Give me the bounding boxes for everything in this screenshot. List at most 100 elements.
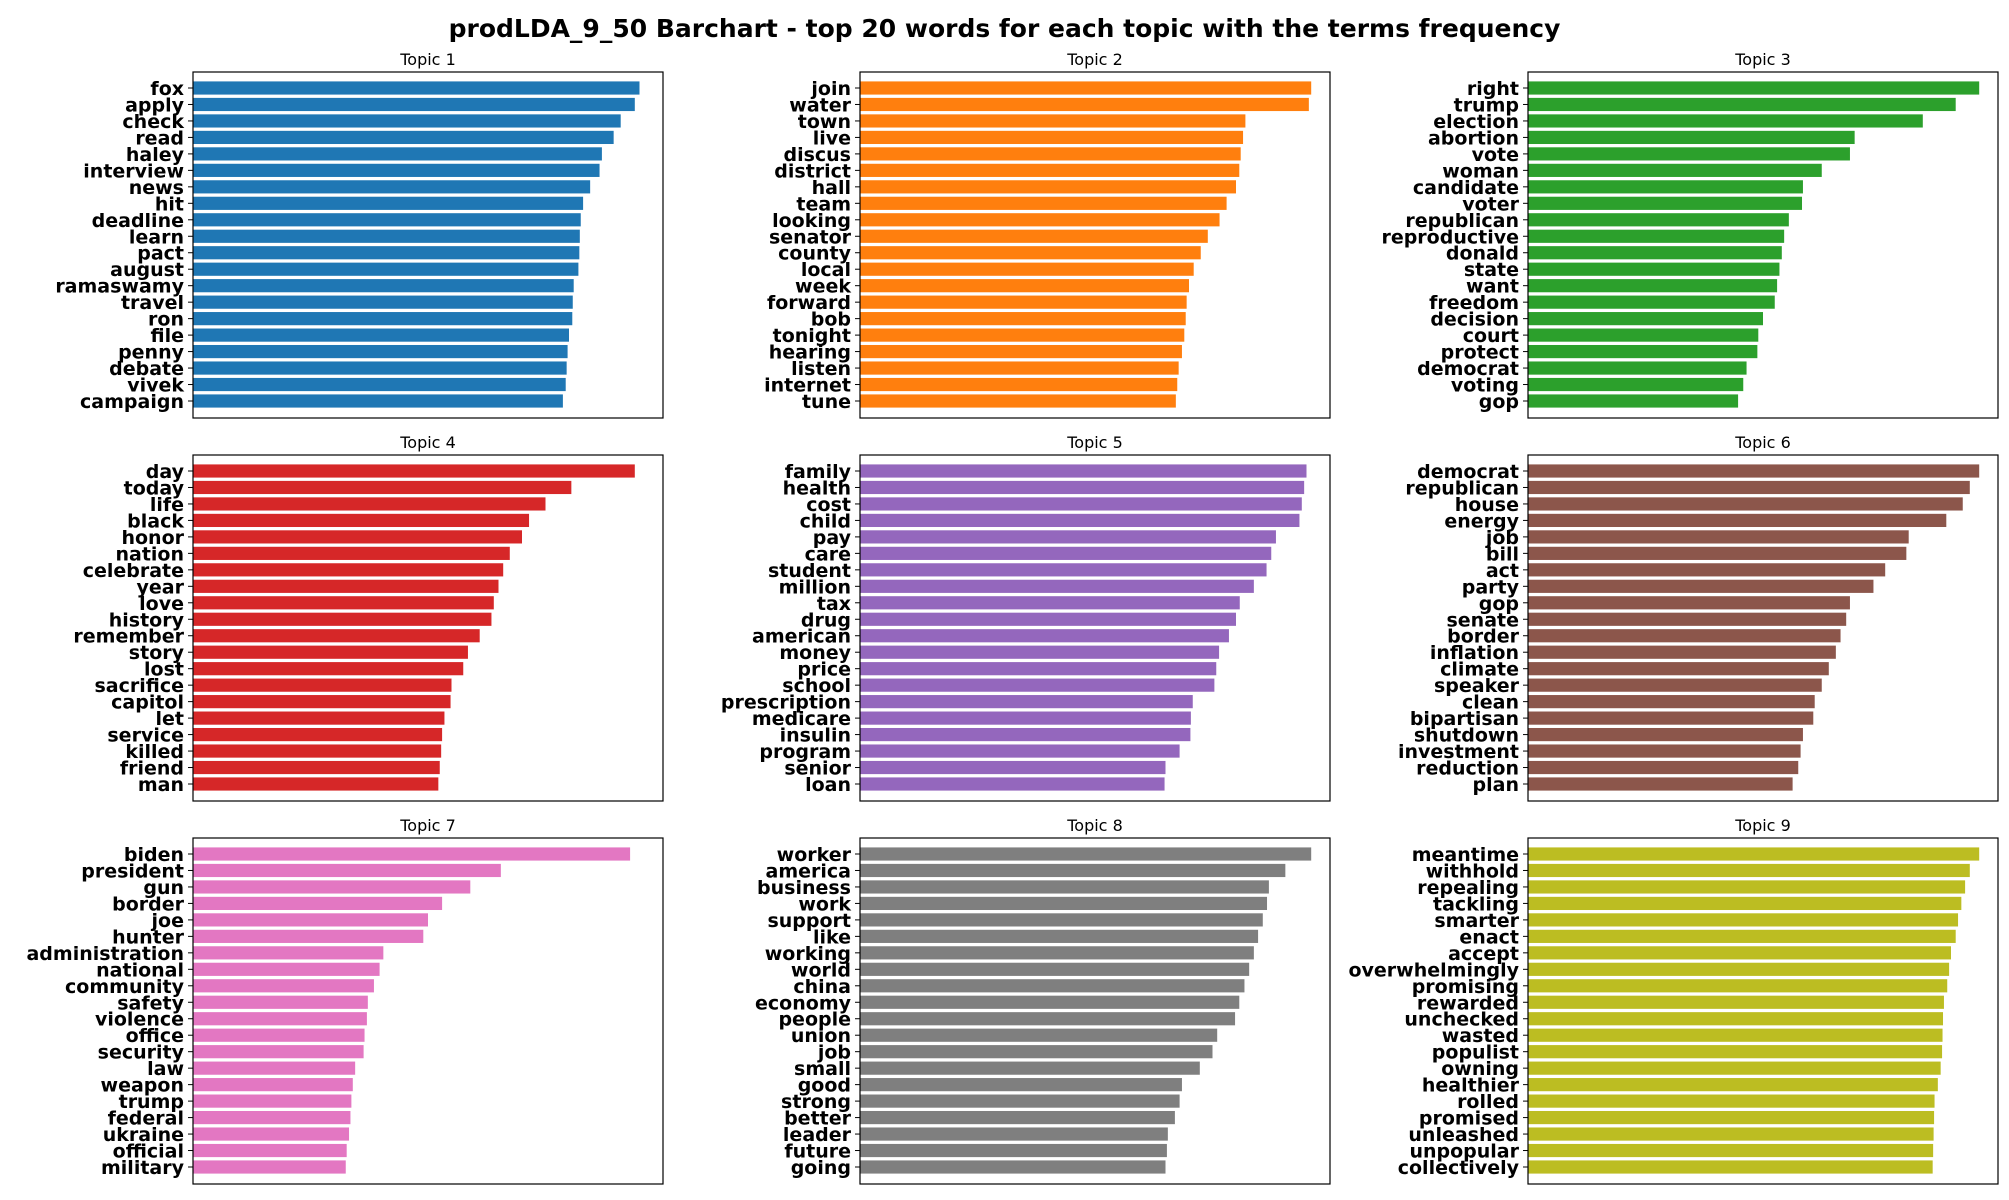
tick-label: day xyxy=(146,461,185,483)
tick-label: like xyxy=(813,926,851,948)
bar xyxy=(1528,579,1874,593)
tick-label: healthier xyxy=(1422,1075,1520,1097)
bar xyxy=(1528,678,1822,692)
tick-label: rolled xyxy=(1457,1091,1519,1113)
bar xyxy=(1528,760,1799,775)
tick-label: news xyxy=(129,177,184,199)
tick-label: speaker xyxy=(1434,675,1520,697)
bar xyxy=(193,929,424,943)
bar xyxy=(860,1127,1168,1141)
bar xyxy=(1528,546,1907,560)
panel-title: Topic 3 xyxy=(1734,50,1791,69)
bar xyxy=(1528,163,1822,177)
tick-label: service xyxy=(107,725,184,747)
bar xyxy=(193,847,631,861)
tick-label: week xyxy=(795,276,851,298)
bar xyxy=(1528,979,1948,993)
bar xyxy=(193,612,492,626)
bar xyxy=(193,913,428,927)
bar xyxy=(193,497,546,511)
tick-label: fox xyxy=(150,78,184,100)
tick-label: official xyxy=(113,1141,184,1163)
axes-frame xyxy=(192,837,664,1185)
bar xyxy=(1528,180,1803,194)
bar xyxy=(193,97,635,112)
bar xyxy=(860,262,1194,276)
bar xyxy=(860,1160,1166,1174)
bar xyxy=(1528,246,1782,260)
tick-label: military xyxy=(101,1157,185,1179)
tick-label: better xyxy=(784,1108,852,1130)
tick-label: deadline xyxy=(92,210,184,232)
bar xyxy=(193,1028,365,1042)
bar xyxy=(860,678,1215,692)
tick-label: climate xyxy=(1440,659,1519,681)
bar xyxy=(860,513,1300,528)
bar xyxy=(1528,361,1747,375)
bar xyxy=(1528,744,1801,758)
tick-label: hall xyxy=(812,177,851,199)
tick-label: today xyxy=(124,477,185,499)
bar xyxy=(193,946,384,960)
tick-label: ukraine xyxy=(103,1124,184,1146)
tick-label: honor xyxy=(121,527,184,549)
bar xyxy=(860,246,1201,260)
bar xyxy=(860,530,1276,544)
bar xyxy=(193,546,510,560)
bar xyxy=(193,962,380,976)
bar xyxy=(193,81,640,95)
bar xyxy=(193,645,468,659)
panel-title: Topic 1 xyxy=(399,50,456,69)
tick-label: join xyxy=(810,78,851,100)
bar xyxy=(193,229,580,243)
bar xyxy=(1528,328,1759,342)
tick-label: loan xyxy=(805,774,851,796)
bar xyxy=(193,344,568,359)
bar xyxy=(193,563,504,577)
tick-label: tune xyxy=(802,391,851,413)
tick-label: reduction xyxy=(1416,758,1519,780)
tick-label: inflation xyxy=(1430,642,1519,664)
topic-panel-5: Topic 5 familyhealthcostchildpaycarestude… xyxy=(721,433,1331,802)
tick-label: read xyxy=(135,127,184,149)
tick-label: strong xyxy=(781,1091,851,1113)
bar xyxy=(1528,114,1923,128)
bar xyxy=(1528,1127,1934,1141)
bar xyxy=(193,744,442,758)
tick-label: water xyxy=(789,94,851,116)
axes-frame xyxy=(1527,71,1999,419)
tick-label: business xyxy=(757,877,851,899)
tick-label: job xyxy=(1485,527,1519,549)
tick-label: vote xyxy=(1472,144,1519,166)
tick-label: meantime xyxy=(1412,844,1519,866)
tick-label: reproductive xyxy=(1381,226,1519,248)
tick-label: smarter xyxy=(1434,910,1519,932)
bar xyxy=(1528,147,1850,161)
tick-label: candidate xyxy=(1413,177,1519,199)
tick-label: gop xyxy=(1479,391,1519,413)
tick-label: care xyxy=(805,543,851,565)
bar xyxy=(860,1094,1180,1108)
bar xyxy=(860,946,1254,960)
bar xyxy=(860,896,1268,911)
tick-label: donald xyxy=(1446,243,1519,265)
bar xyxy=(860,612,1236,626)
tick-label: friend xyxy=(120,758,184,780)
bar xyxy=(193,163,600,177)
tick-label: health xyxy=(783,477,851,499)
tick-label: county xyxy=(778,243,851,265)
tick-label: administration xyxy=(26,943,184,965)
bar xyxy=(860,1110,1175,1125)
bar xyxy=(860,130,1244,145)
tick-label: school xyxy=(782,675,851,697)
bar xyxy=(1528,1028,1943,1042)
bar xyxy=(860,979,1245,993)
tick-label: check xyxy=(122,111,184,133)
tick-label: internet xyxy=(764,375,851,397)
axes-frame xyxy=(859,454,1331,802)
tick-label: debate xyxy=(109,358,184,380)
tick-label: enact xyxy=(1459,926,1519,948)
bar xyxy=(860,1143,1167,1158)
bar xyxy=(860,147,1241,161)
tick-label: hunter xyxy=(112,926,185,948)
